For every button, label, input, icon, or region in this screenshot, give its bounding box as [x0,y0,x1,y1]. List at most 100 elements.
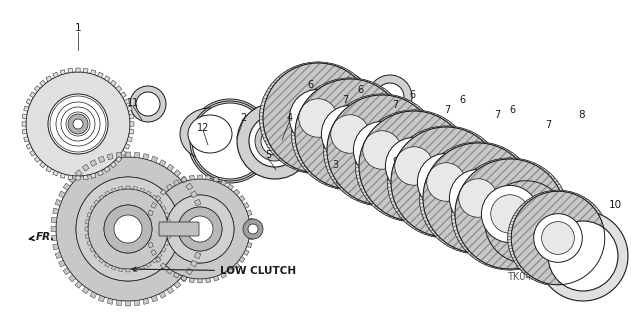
Polygon shape [165,241,169,246]
Polygon shape [326,184,331,186]
Polygon shape [152,258,157,263]
Polygon shape [557,240,561,244]
Polygon shape [598,213,602,216]
Polygon shape [140,188,145,192]
Polygon shape [125,301,131,306]
Polygon shape [52,244,59,250]
Polygon shape [29,150,35,156]
Polygon shape [409,137,414,139]
Polygon shape [397,104,401,108]
Polygon shape [266,144,271,148]
Polygon shape [516,236,521,239]
Polygon shape [490,144,495,145]
Polygon shape [118,268,123,272]
Polygon shape [420,204,424,207]
Text: 3: 3 [332,160,338,170]
Polygon shape [167,234,171,239]
Polygon shape [401,98,406,100]
Polygon shape [162,206,166,211]
Polygon shape [148,210,153,216]
Polygon shape [401,200,406,202]
Polygon shape [463,179,467,182]
Polygon shape [446,121,451,123]
Polygon shape [362,79,367,81]
Polygon shape [99,195,104,200]
Polygon shape [429,235,433,236]
Polygon shape [263,137,268,141]
Text: FR.: FR. [29,232,55,242]
Polygon shape [356,156,361,159]
Polygon shape [468,252,472,254]
Polygon shape [120,92,126,98]
Polygon shape [281,160,286,164]
Polygon shape [51,217,57,223]
Polygon shape [90,206,94,211]
Polygon shape [542,168,547,172]
Polygon shape [563,190,566,192]
Polygon shape [509,224,513,227]
Polygon shape [357,150,362,153]
Polygon shape [531,211,535,214]
Polygon shape [437,148,440,152]
Circle shape [88,189,168,269]
Polygon shape [533,196,536,200]
Polygon shape [520,230,525,234]
Polygon shape [293,146,298,150]
Ellipse shape [351,128,380,156]
Circle shape [326,87,354,115]
Polygon shape [228,184,234,190]
Polygon shape [371,125,376,129]
Polygon shape [403,146,407,150]
Polygon shape [87,212,91,217]
Polygon shape [493,208,497,211]
Polygon shape [159,292,166,298]
Polygon shape [362,137,367,140]
Polygon shape [380,94,384,95]
Ellipse shape [295,79,405,189]
Polygon shape [452,204,457,207]
Polygon shape [358,98,363,100]
Polygon shape [464,185,468,189]
Polygon shape [173,180,179,185]
Polygon shape [82,164,89,171]
Polygon shape [362,192,367,196]
Ellipse shape [548,221,618,291]
Polygon shape [168,227,171,231]
Polygon shape [129,114,134,119]
Circle shape [178,207,222,251]
Polygon shape [604,242,608,246]
Text: 7: 7 [545,120,551,130]
Polygon shape [373,116,376,120]
Circle shape [243,219,263,239]
Ellipse shape [188,115,232,153]
Ellipse shape [423,143,533,253]
Ellipse shape [541,222,574,254]
Polygon shape [98,170,103,176]
Polygon shape [167,287,174,294]
Polygon shape [604,230,608,234]
Polygon shape [365,88,369,92]
Polygon shape [325,162,330,166]
Polygon shape [339,188,344,191]
Polygon shape [360,150,365,153]
Polygon shape [520,162,525,166]
Polygon shape [99,295,105,302]
Polygon shape [167,164,174,171]
Polygon shape [404,220,408,222]
Polygon shape [124,144,130,149]
Polygon shape [444,126,448,127]
Polygon shape [483,252,488,254]
Polygon shape [550,190,554,192]
Ellipse shape [511,208,540,236]
Polygon shape [105,191,109,195]
Polygon shape [260,109,264,113]
Polygon shape [432,127,436,130]
Circle shape [188,99,272,183]
Text: 1: 1 [75,23,81,33]
Ellipse shape [427,163,465,201]
Polygon shape [451,236,456,238]
Polygon shape [412,221,416,222]
Polygon shape [478,137,483,139]
Ellipse shape [471,183,516,229]
Polygon shape [261,102,266,106]
